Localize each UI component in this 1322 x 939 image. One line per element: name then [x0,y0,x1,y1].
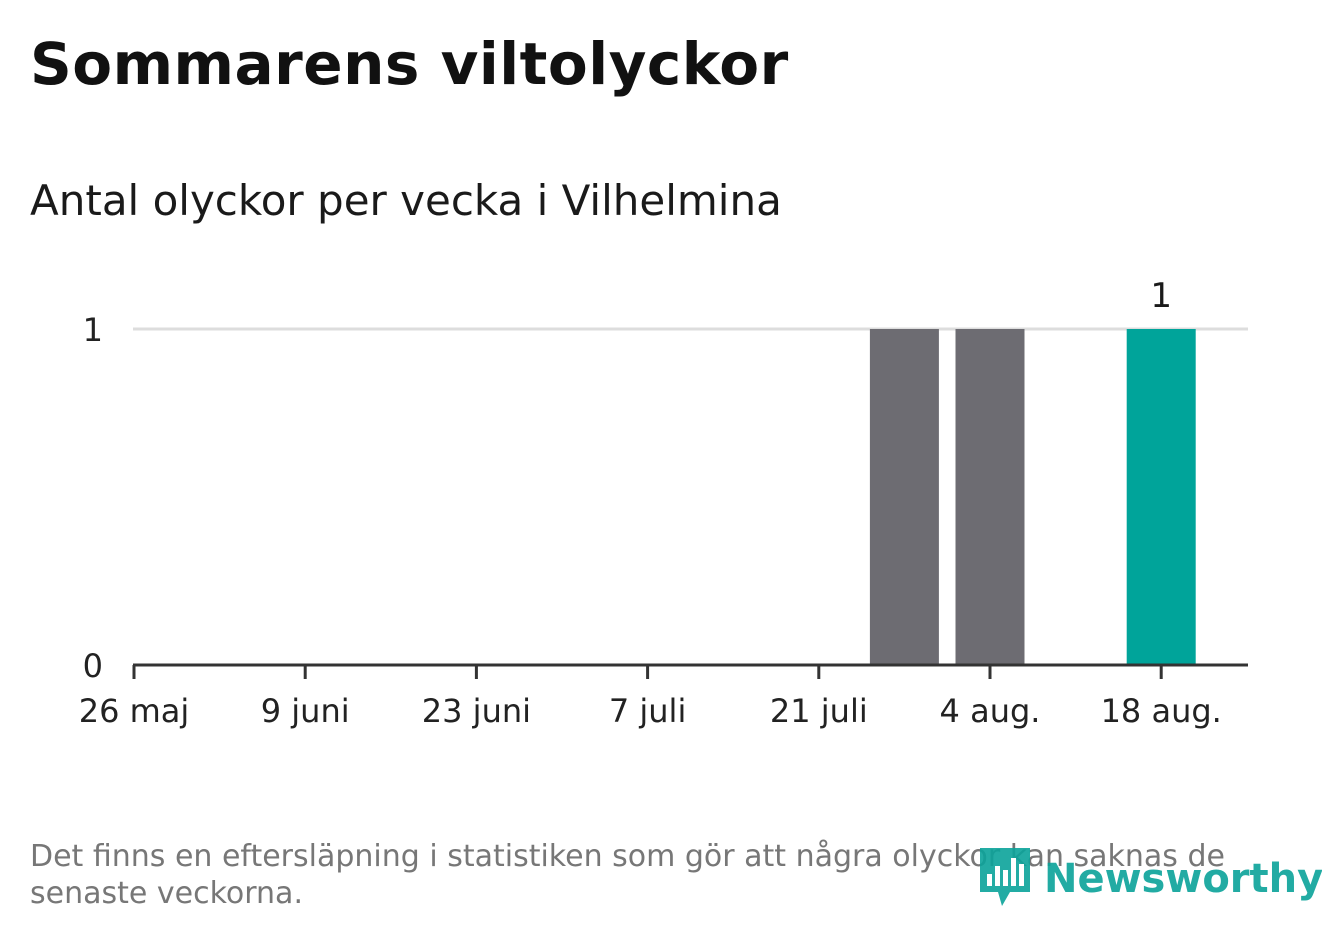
bar [869,329,939,665]
x-tick-label: 23 juni [422,692,531,730]
bar-value-label: 1 [1150,276,1172,316]
x-tick-label: 4 aug. [940,692,1041,730]
x-tick-label: 21 juli [770,692,868,730]
x-tick-label: 7 juli [609,692,686,730]
bar [955,329,1025,665]
bar-highlight [1126,329,1196,665]
y-tick-label: 1 [83,311,103,349]
labels: 0 1 1 26 maj 9 juni 23 juni 7 juli 21 juli 4 aug… [79,276,1222,730]
bars [869,329,1196,665]
bar-chart: 0 1 1 26 maj 9 juni 23 juni 7 juli 21 juli 4 aug… [79,276,1248,730]
x-tick-label: 18 aug. [1101,692,1222,730]
y-tick-label: 0 [83,647,103,685]
logo-text: Newsworthy [1044,856,1322,902]
chart-title: Sommarens viltolyckor [30,30,789,98]
x-tick-label: 26 maj [79,692,190,730]
x-axis [132,663,1248,679]
chart-subtitle: Antal olyckor per vecka i Vilhelmina [30,176,782,225]
newsworthy-logo[interactable]: Newsworthy [980,848,1322,910]
x-tick-label: 9 juni [261,692,350,730]
newsworthy-bars-icon [980,848,1030,906]
